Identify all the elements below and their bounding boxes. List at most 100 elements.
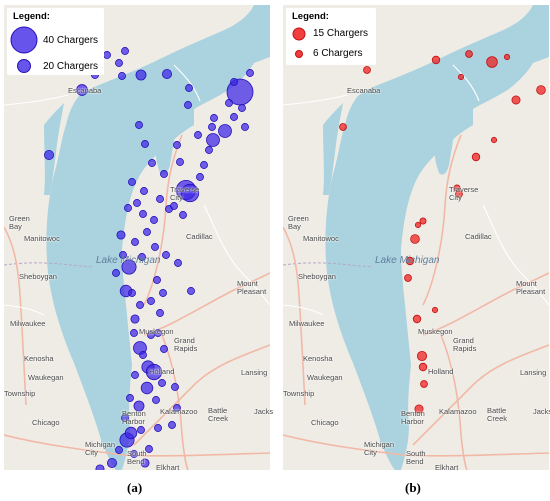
place-label-escanaba: Escanaba [68, 86, 102, 95]
legend-label-large: 40 Chargers [43, 35, 99, 46]
charger-marker [44, 150, 54, 160]
charger-marker [465, 50, 473, 58]
charger-marker [404, 274, 412, 282]
charger-marker [184, 101, 192, 109]
state-border [4, 262, 95, 268]
place-label-cadillac: Cadillac [465, 232, 492, 241]
place-label-sheboygan: Sheboygan [19, 272, 57, 281]
charger-marker [230, 113, 238, 121]
place-label-jackson: Jacks [254, 407, 274, 416]
place-label-benton-harbor: Benton Harbor [401, 409, 425, 426]
charger-marker [416, 350, 428, 362]
charger-marker [176, 158, 184, 166]
charger-marker [238, 104, 246, 112]
charger-marker [171, 383, 179, 391]
road [482, 204, 549, 306]
place-label-mount-pleasant: Mount Pleasant [237, 279, 267, 296]
charger-marker [158, 379, 166, 387]
charger-marker [124, 426, 138, 440]
place-label-lansing: Lansing [520, 368, 547, 377]
place-label-manitowoc: Manitowoc [303, 234, 339, 243]
basemap [283, 5, 549, 470]
charger-marker [139, 351, 147, 359]
place-label-waukegan: Waukegan [307, 373, 343, 382]
bay-water [44, 103, 64, 195]
charger-marker [455, 190, 463, 198]
charger-marker [210, 114, 218, 122]
charger-marker [148, 159, 156, 167]
charger-marker [131, 238, 139, 246]
place-label-township: Township [4, 389, 36, 398]
lake-water [46, 5, 270, 470]
charger-marker [107, 458, 117, 468]
charger-marker [174, 259, 182, 267]
charger-marker [208, 123, 216, 131]
place-label-cadillac: Cadillac [186, 232, 213, 241]
place-label-muskegon: Muskegon [139, 327, 174, 336]
charger-marker [162, 69, 172, 79]
charger-marker [153, 276, 161, 284]
legend-label-large: 15 Chargers [313, 28, 369, 39]
road [161, 334, 189, 470]
charger-marker [147, 331, 155, 339]
charger-marker [116, 230, 126, 240]
legend-title: Legend: [13, 11, 50, 22]
charger-marker [431, 55, 441, 65]
road [283, 226, 306, 406]
caption-a: (a) [127, 480, 143, 495]
caption-b: (b) [405, 480, 421, 495]
place-label-kalamazoo: Kalamazoo [439, 407, 477, 416]
charger-marker [230, 78, 238, 86]
charger-marker [115, 446, 123, 454]
charger-marker [151, 243, 159, 251]
charger-marker [196, 173, 204, 181]
charger-marker [140, 458, 150, 468]
place-label-kalamazoo: Kalamazoo [160, 407, 198, 416]
charger-marker [536, 85, 546, 95]
charger-marker [187, 287, 195, 295]
place-label-grand-rapids: Grand Rapids [453, 336, 477, 353]
charger-marker [76, 84, 88, 96]
legend-symbols [10, 26, 38, 73]
place-label-milwaukee: Milwaukee [289, 319, 325, 328]
lake-michigan [283, 5, 549, 470]
place-label-michigan-city: Michigan City [364, 440, 395, 457]
charger-marker [145, 363, 163, 381]
charger-marker [419, 217, 427, 225]
place-label-grand-rapids: Grand Rapids [174, 336, 198, 353]
charger-marker [160, 345, 168, 353]
charger-marker [418, 362, 428, 372]
charger-marker [205, 146, 213, 154]
charger-marker [159, 289, 167, 297]
legend-label-small: 6 Chargers [313, 48, 363, 59]
place-label-mount-pleasant: Mount Pleasant [516, 279, 546, 296]
place-label-green-bay: Green Bay [9, 214, 30, 231]
charger-marker [170, 202, 178, 210]
road [4, 304, 45, 316]
road [173, 64, 201, 102]
legend-symbol-large [10, 26, 38, 54]
charger-marker [121, 259, 137, 275]
legend-title: Legend: [292, 11, 329, 22]
place-label-benton-harbor: Benton Harbor [122, 409, 146, 426]
place-label-holland: Holland [149, 367, 175, 376]
charger-marker [218, 124, 232, 138]
charger-marker [133, 199, 141, 207]
bay-water [435, 129, 455, 175]
charger-marker [95, 464, 105, 470]
charger-marker [147, 297, 155, 305]
road [143, 272, 270, 336]
charger-marker [503, 53, 511, 61]
charger-marker [135, 69, 147, 81]
charger-marker [511, 95, 521, 105]
charger-marker [130, 329, 138, 337]
charger-marker [339, 123, 347, 131]
place-label-battle-creek: Battle Creek [487, 406, 508, 423]
roads [283, 64, 549, 470]
legend-symbol-small [295, 50, 303, 58]
charger-marker [414, 221, 422, 229]
place-label-jackson: Jacks [533, 407, 550, 416]
charger-markers [44, 47, 254, 470]
charger-marker [185, 84, 193, 92]
charger-marker [156, 309, 164, 317]
